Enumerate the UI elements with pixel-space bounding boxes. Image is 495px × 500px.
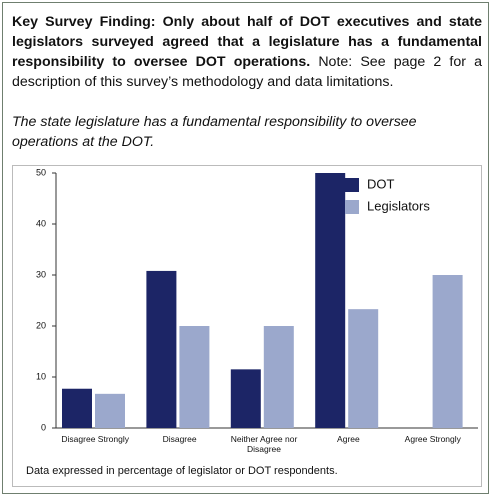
bar — [230, 369, 261, 428]
y-tick-label: 40 — [36, 218, 46, 228]
bar — [348, 309, 379, 428]
footnote: Data expressed in percentage of legislat… — [26, 465, 338, 477]
legend-swatch — [345, 200, 359, 214]
bar — [263, 326, 294, 428]
chart-panel — [12, 165, 482, 487]
bar — [62, 388, 92, 428]
y-tick-label: 30 — [36, 269, 46, 279]
frame — [2, 2, 489, 494]
chart-title: Key Survey Finding: Only about half of D… — [12, 14, 482, 70]
y-tick-label: 50 — [36, 167, 46, 177]
x-tick-label: Disagree — [162, 434, 197, 444]
note: Note: See page 2 for a description of th… — [12, 54, 482, 90]
x-tick-label: Agree — [337, 434, 360, 444]
y-tick-label: 10 — [36, 371, 46, 381]
legend-label: DOT — [367, 176, 395, 191]
bar — [179, 326, 210, 428]
x-tick-label: Disagree Strongly — [61, 434, 129, 444]
header: Key Survey Finding: Only about half of D… — [12, 12, 482, 92]
legend-label: Legislators — [367, 198, 430, 213]
bar — [95, 393, 125, 428]
bar — [146, 270, 177, 428]
legend-swatch — [345, 178, 359, 192]
y-tick-label: 0 — [41, 422, 46, 432]
y-tick-label: 20 — [36, 320, 46, 330]
bar — [315, 173, 346, 428]
bar — [432, 275, 463, 428]
x-tick-label: Neither Agree nor Disagree — [230, 434, 298, 454]
chart-subtitle: The state legislature has a fundamental … — [12, 114, 417, 150]
x-tick-label: Agree Strongly — [404, 434, 461, 444]
